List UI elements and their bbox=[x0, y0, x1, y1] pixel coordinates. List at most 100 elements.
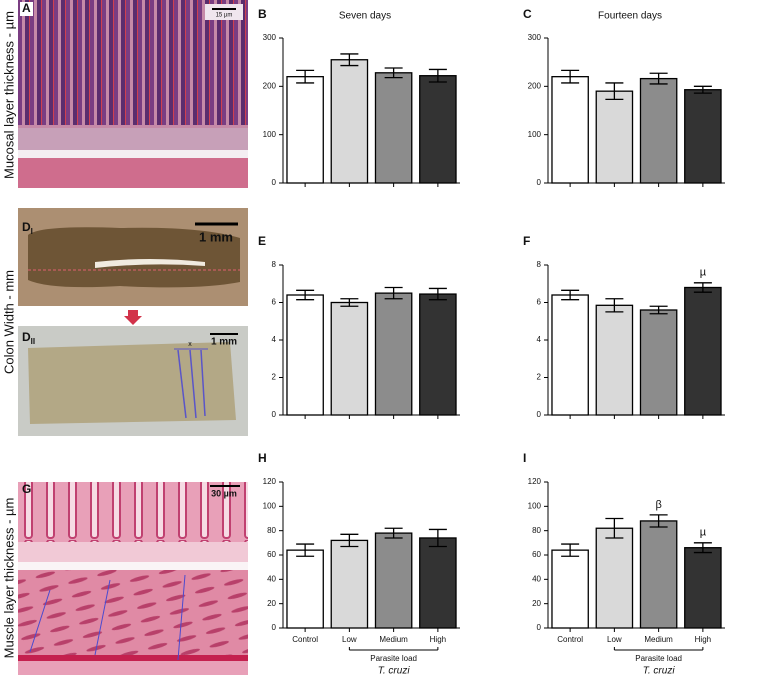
group-label: Parasite load bbox=[370, 654, 417, 663]
y-tick-label: 0 bbox=[272, 178, 277, 187]
y-tick-label: 8 bbox=[537, 260, 542, 269]
panel-letter: E bbox=[258, 234, 266, 248]
row-label: Muscle layer thickness - µm bbox=[1, 498, 16, 659]
panel-letter-main: D bbox=[22, 220, 31, 234]
scale-label: 1 mm bbox=[211, 337, 237, 348]
y-tick-label: 120 bbox=[528, 477, 542, 486]
y-tick-label: 40 bbox=[532, 574, 541, 583]
group-label: Parasite load bbox=[635, 654, 682, 663]
bar bbox=[639, 309, 678, 416]
bar bbox=[286, 549, 324, 629]
y-tick-label: 0 bbox=[537, 410, 542, 419]
error-bar bbox=[384, 67, 403, 79]
bar bbox=[286, 76, 324, 184]
y-tick-label: 80 bbox=[267, 526, 276, 535]
bar bbox=[639, 77, 678, 184]
y-tick-label: 8 bbox=[272, 260, 277, 269]
x-tick-label: Medium bbox=[644, 635, 673, 644]
chart-title: Seven days bbox=[339, 11, 391, 22]
photo-d1: DI 1 mm bbox=[18, 208, 248, 306]
photo-d2: x DII 1 mm bbox=[18, 326, 248, 436]
bar bbox=[374, 292, 413, 416]
y-tick-label: 100 bbox=[263, 130, 277, 139]
y-tick-label: 6 bbox=[272, 298, 277, 307]
y-tick-label: 60 bbox=[532, 550, 541, 559]
error-bar bbox=[384, 527, 403, 539]
significance-mark: µ bbox=[700, 527, 707, 539]
bar bbox=[419, 537, 457, 629]
error-bar bbox=[384, 286, 403, 300]
chart-title: Fourteen days bbox=[598, 11, 662, 22]
x-tick-label: High bbox=[695, 635, 711, 644]
group-sublabel: T. cruzi bbox=[643, 666, 676, 675]
error-bar bbox=[649, 514, 668, 528]
error-bar bbox=[428, 287, 447, 301]
bar bbox=[330, 59, 369, 184]
panel-letter: G bbox=[22, 482, 31, 496]
y-tick-label: 300 bbox=[263, 33, 277, 42]
arrow bbox=[124, 316, 142, 325]
y-tick-label: 0 bbox=[537, 178, 542, 187]
error-bar bbox=[296, 69, 315, 84]
y-tick-label: 2 bbox=[272, 373, 277, 382]
bar bbox=[595, 90, 634, 184]
error-bar bbox=[649, 305, 668, 315]
bar bbox=[374, 532, 413, 629]
x-tick-label: Low bbox=[342, 635, 357, 644]
panel-letter-sub: I bbox=[31, 227, 33, 236]
error-bar bbox=[428, 68, 447, 83]
error-bar bbox=[561, 543, 580, 557]
panel-letter: I bbox=[523, 451, 526, 465]
panel-letter: A bbox=[22, 1, 31, 15]
y-tick-label: 40 bbox=[267, 574, 276, 583]
x-tick-label: High bbox=[430, 635, 446, 644]
y-tick-label: 4 bbox=[272, 335, 277, 344]
bar bbox=[551, 294, 589, 416]
error-bar bbox=[340, 53, 359, 67]
row-label: Mucosal layer thickness - µm bbox=[1, 11, 16, 179]
y-tick-label: 0 bbox=[537, 623, 542, 632]
bar bbox=[595, 527, 634, 629]
bar bbox=[595, 304, 634, 416]
x-tick-label: Control bbox=[292, 635, 318, 644]
panel-letter: DI bbox=[22, 220, 33, 236]
error-bar bbox=[340, 298, 359, 307]
error-bar bbox=[296, 289, 315, 301]
y-tick-label: 4 bbox=[537, 335, 542, 344]
y-tick-label: 300 bbox=[528, 33, 542, 42]
bar bbox=[551, 549, 589, 629]
bar bbox=[330, 301, 369, 416]
bar bbox=[419, 293, 457, 416]
y-tick-label: 6 bbox=[537, 298, 542, 307]
y-tick-label: 60 bbox=[267, 550, 276, 559]
scale-label: 1 mm bbox=[199, 229, 233, 244]
significance-mark: µ bbox=[700, 267, 707, 279]
y-tick-label: 200 bbox=[528, 81, 542, 90]
scale-label: 15 µm bbox=[216, 13, 233, 19]
significance-mark: β bbox=[655, 499, 661, 511]
bar bbox=[639, 520, 678, 629]
y-tick-label: 20 bbox=[532, 599, 541, 608]
bar bbox=[374, 72, 413, 184]
bar bbox=[419, 75, 457, 184]
panel-letter: B bbox=[258, 7, 267, 21]
row-label: Colon Width - mm bbox=[1, 270, 16, 374]
error-bar bbox=[340, 533, 359, 548]
error-bar bbox=[561, 289, 580, 301]
group-sublabel: T. cruzi bbox=[378, 666, 411, 675]
y-tick-label: 80 bbox=[532, 526, 541, 535]
error-bar bbox=[561, 69, 580, 84]
error-bar bbox=[428, 528, 447, 548]
panel-letter: H bbox=[258, 451, 267, 465]
bar bbox=[684, 286, 722, 416]
error-bar bbox=[649, 72, 668, 85]
y-tick-label: 20 bbox=[267, 599, 276, 608]
micrograph-a: A 15 µm bbox=[18, 0, 248, 188]
panel-letter: F bbox=[523, 234, 530, 248]
marker-label: x bbox=[188, 341, 192, 348]
error-bar bbox=[296, 543, 315, 557]
y-tick-label: 0 bbox=[272, 410, 277, 419]
x-tick-label: Low bbox=[607, 635, 622, 644]
y-tick-label: 100 bbox=[528, 130, 542, 139]
